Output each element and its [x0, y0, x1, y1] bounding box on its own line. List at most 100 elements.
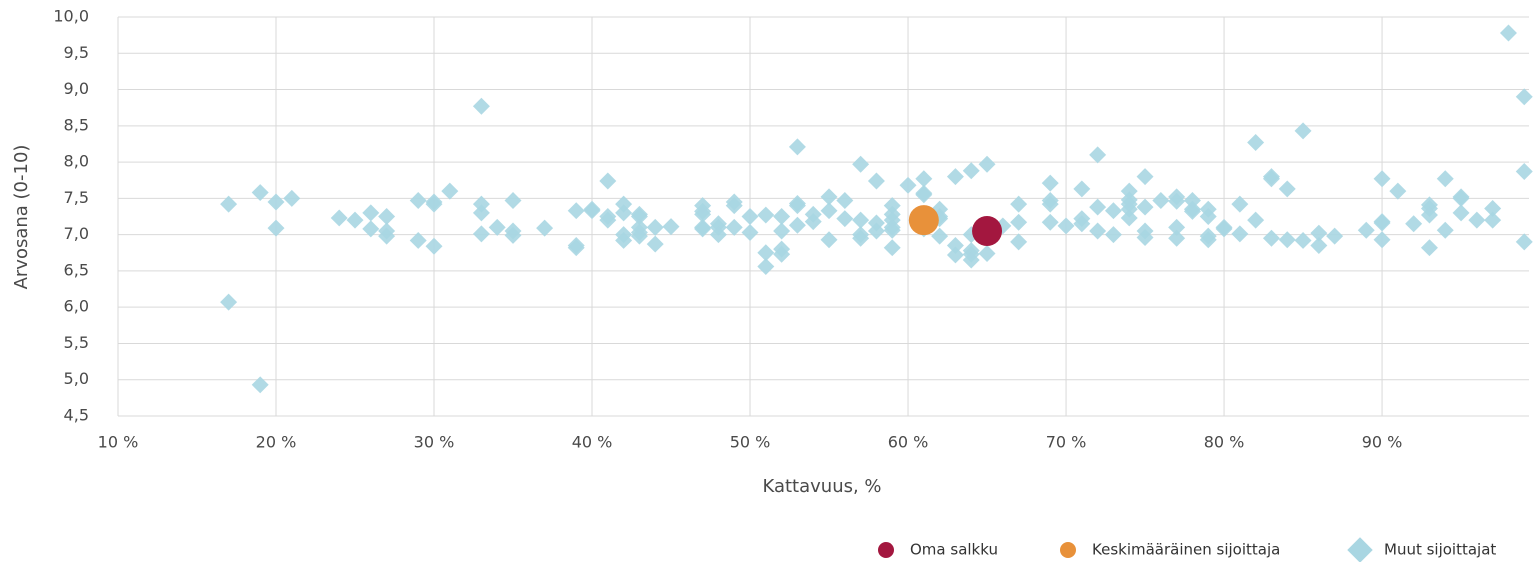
point: [946, 237, 964, 255]
point: [425, 195, 443, 213]
x-tick-label: 70 %: [1046, 433, 1087, 452]
y-tick-label: 9,0: [64, 79, 89, 98]
point: [852, 229, 870, 247]
point: [1120, 209, 1138, 227]
legend-marker: [878, 542, 894, 558]
point: [1294, 122, 1312, 140]
point: [472, 97, 490, 115]
point: [1452, 189, 1470, 207]
point: [1247, 211, 1265, 229]
point: [378, 227, 396, 245]
point: [615, 204, 633, 222]
point: [1231, 225, 1249, 243]
legend-label: Oma salkku: [910, 541, 998, 559]
point: [472, 195, 490, 213]
point: [472, 204, 490, 222]
point: [630, 227, 648, 245]
point: [504, 192, 522, 210]
point: [1373, 231, 1391, 249]
point: [946, 168, 964, 186]
x-tick-label: 50 %: [730, 433, 771, 452]
point: [599, 172, 617, 190]
point: [883, 239, 901, 257]
point: [646, 235, 664, 253]
point: [915, 170, 933, 188]
point: [346, 211, 364, 229]
point: [867, 172, 885, 190]
point: [867, 222, 885, 240]
point: [251, 376, 269, 394]
point: [908, 205, 939, 236]
point: [662, 218, 680, 236]
legend-label: Keskimääräinen sijoittaja: [1092, 541, 1280, 559]
point: [1310, 237, 1328, 255]
point: [646, 218, 664, 236]
point: [1278, 231, 1296, 249]
point: [1183, 202, 1201, 220]
point: [1326, 227, 1344, 245]
point: [472, 225, 490, 243]
y-axis-label: Arvosana (0-10): [11, 145, 32, 290]
point: [972, 216, 1003, 247]
point: [409, 231, 427, 249]
point: [378, 208, 396, 225]
y-tick-label: 8,5: [64, 115, 89, 134]
point: [1010, 233, 1028, 251]
y-tick-label: 5,5: [64, 333, 89, 352]
point: [978, 245, 996, 262]
x-tick-label: 20 %: [256, 433, 297, 452]
point: [820, 188, 838, 206]
point: [915, 186, 933, 204]
x-tick-label: 40 %: [572, 433, 613, 452]
point: [1515, 163, 1533, 181]
point: [852, 211, 870, 229]
point: [773, 208, 791, 225]
point: [1104, 226, 1122, 244]
point: [615, 231, 633, 249]
legend-label: Muut sijoittajat: [1384, 541, 1496, 559]
point: [725, 197, 743, 215]
point: [441, 182, 459, 200]
point: [1484, 211, 1502, 229]
point: [615, 195, 633, 213]
point: [1089, 198, 1107, 216]
point: [788, 197, 806, 215]
point: [741, 223, 759, 241]
point: [488, 218, 506, 236]
y-tick-label: 10,0: [53, 7, 89, 26]
x-tick-label: 10 %: [98, 433, 139, 452]
point: [694, 220, 712, 238]
point: [788, 138, 806, 156]
point: [1247, 134, 1265, 151]
point: [1010, 195, 1028, 213]
point: [773, 222, 791, 240]
point: [820, 231, 838, 249]
point: [1041, 174, 1059, 192]
x-axis-label: Kattavuus, %: [762, 476, 881, 497]
point: [852, 155, 870, 173]
point: [1262, 170, 1280, 188]
point: [267, 193, 285, 211]
point: [1152, 192, 1170, 210]
x-tick-label: 60 %: [888, 433, 929, 452]
point: [1468, 211, 1486, 229]
y-tick-label: 8,0: [64, 152, 89, 171]
point: [883, 221, 901, 239]
point: [946, 246, 964, 264]
point: [836, 192, 854, 210]
point: [788, 216, 806, 234]
point: [220, 195, 238, 213]
point: [362, 220, 380, 238]
point: [883, 197, 901, 215]
point: [1168, 229, 1186, 247]
point: [1515, 233, 1533, 251]
point: [251, 184, 269, 202]
point: [1436, 221, 1454, 239]
point: [757, 206, 775, 224]
point: [820, 202, 838, 220]
x-tick-label: 30 %: [414, 433, 455, 452]
y-tick-label: 7,5: [64, 188, 89, 207]
point: [567, 202, 585, 220]
point: [599, 211, 617, 229]
